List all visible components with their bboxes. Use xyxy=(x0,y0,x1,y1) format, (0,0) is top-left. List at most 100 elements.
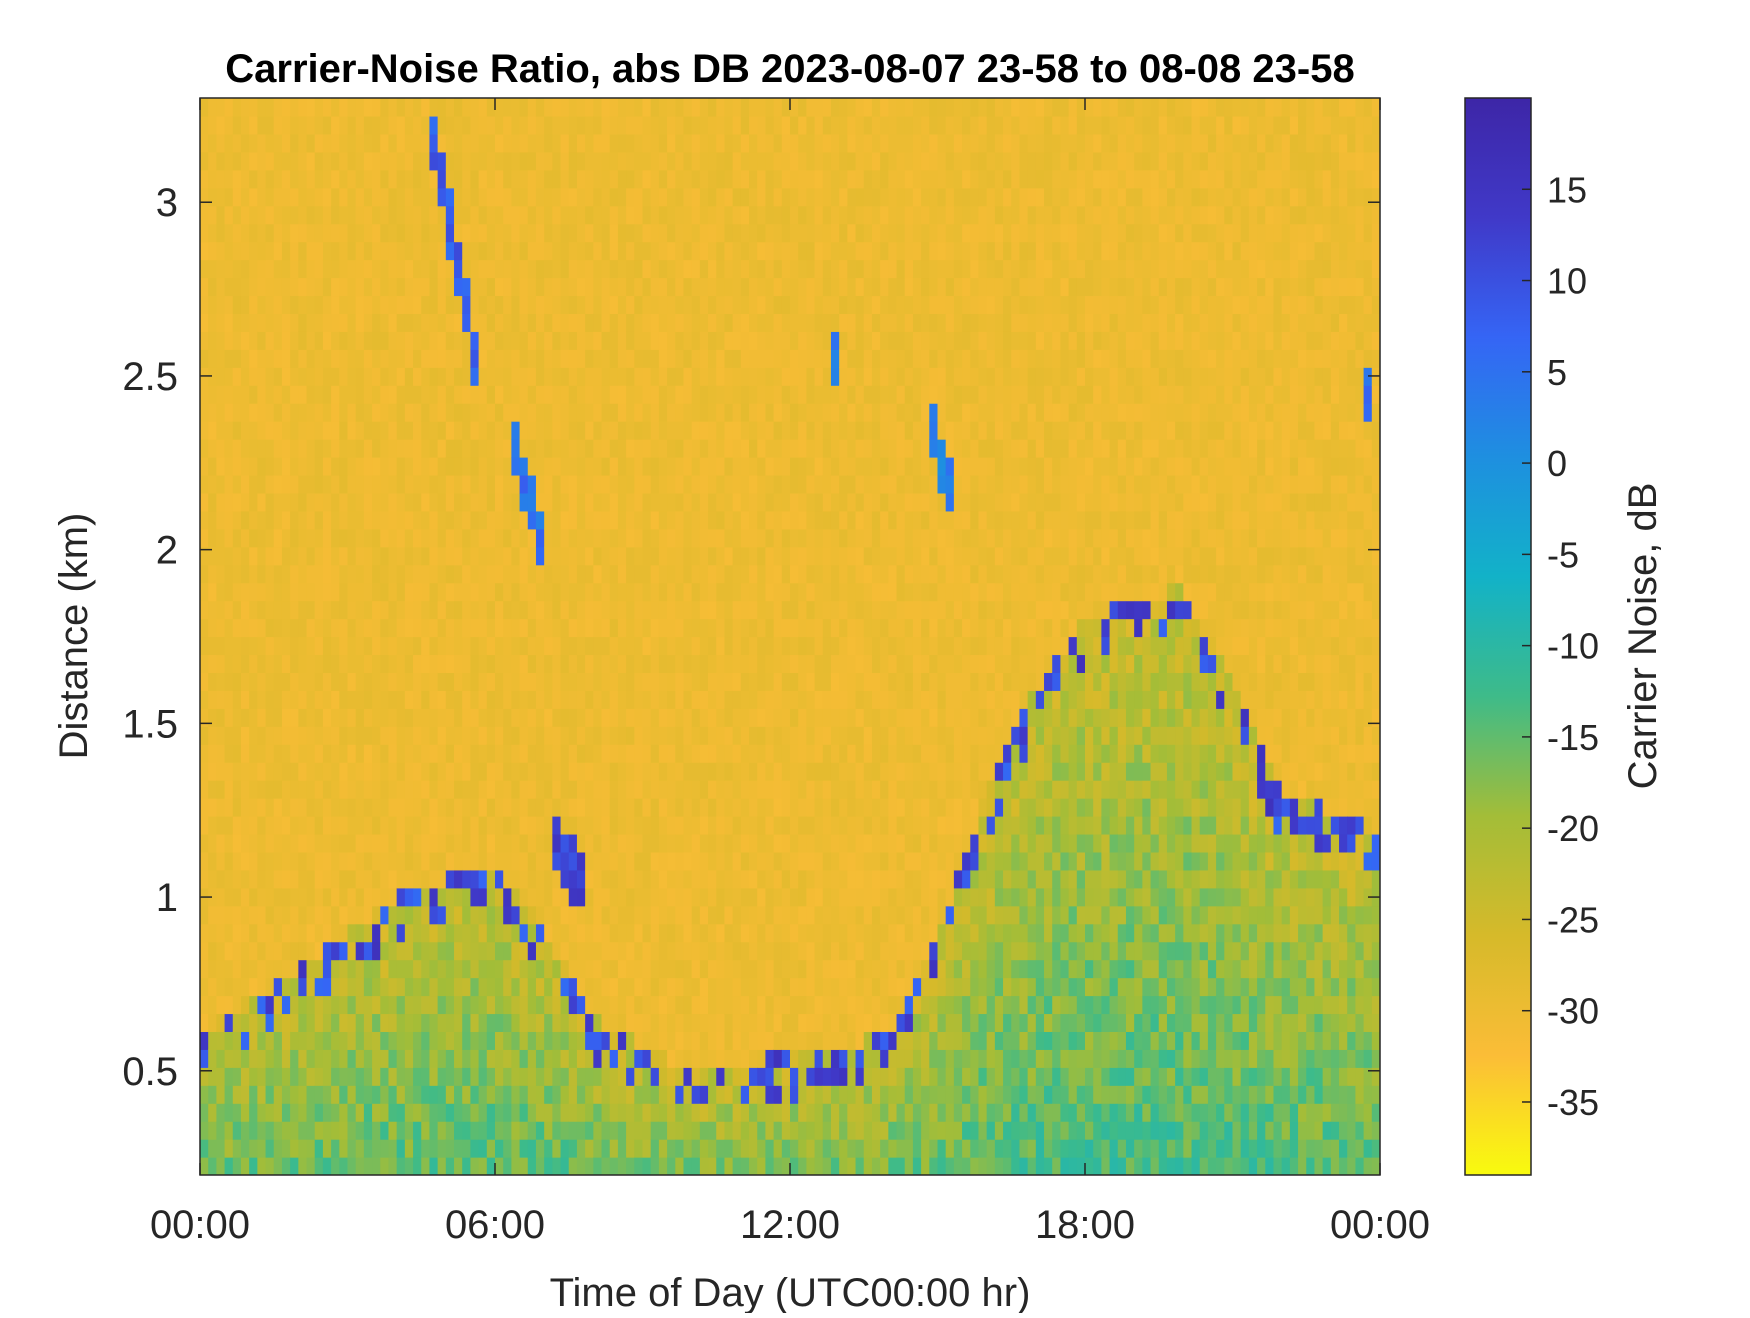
heatmap-cell xyxy=(339,654,349,673)
heatmap-cell xyxy=(642,1067,652,1086)
heatmap-cell xyxy=(716,833,726,853)
heatmap-cell xyxy=(576,564,586,584)
heatmap-cell xyxy=(544,618,553,638)
heatmap-cell xyxy=(667,798,676,817)
heatmap-cell xyxy=(798,205,807,225)
heatmap-cell xyxy=(871,1121,881,1140)
heatmap-cell xyxy=(388,331,398,350)
heatmap-cell xyxy=(216,1157,226,1175)
heatmap-cell xyxy=(306,492,316,512)
heatmap-cell xyxy=(273,798,283,817)
heatmap-cell xyxy=(322,1085,332,1104)
heatmap-cell xyxy=(790,851,799,871)
heatmap-cell xyxy=(683,115,693,135)
heatmap-cell xyxy=(429,331,439,350)
heatmap-cell xyxy=(691,995,701,1015)
heatmap-cell xyxy=(396,403,406,422)
heatmap-cell xyxy=(437,241,447,261)
heatmap-cell xyxy=(544,851,553,871)
heatmap-cell xyxy=(437,492,447,512)
heatmap-cell xyxy=(380,816,390,835)
heatmap-cell xyxy=(544,762,553,781)
heatmap-cell xyxy=(224,977,234,997)
heatmap-cell xyxy=(224,403,234,422)
heatmap-cell xyxy=(749,995,758,1015)
heatmap-cell xyxy=(781,941,791,961)
heatmap-cell xyxy=(388,385,398,404)
heatmap-cell xyxy=(798,331,807,350)
heatmap-cell xyxy=(265,457,275,476)
heatmap-cell xyxy=(667,618,676,638)
heatmap-cell xyxy=(568,833,578,853)
heatmap-cell xyxy=(290,367,299,386)
heatmap-cell xyxy=(495,654,504,673)
heatmap-cell xyxy=(765,331,775,350)
heatmap-cell xyxy=(273,295,283,314)
heatmap-cell xyxy=(675,259,685,279)
heatmap-cell xyxy=(814,421,824,440)
heatmap-cell xyxy=(454,833,463,853)
heatmap-cell xyxy=(503,600,512,620)
heatmap-cell xyxy=(421,762,431,781)
heatmap-cell xyxy=(658,98,668,117)
heatmap-cell xyxy=(224,241,234,261)
heatmap-cell xyxy=(585,313,594,332)
heatmap-cell xyxy=(396,905,406,925)
heatmap-cell xyxy=(281,223,291,243)
heatmap-cell xyxy=(298,851,308,871)
heatmap-cell xyxy=(691,923,701,943)
heatmap-cell xyxy=(749,98,758,117)
heatmap-cell xyxy=(535,1085,545,1104)
heatmap-cell xyxy=(790,995,799,1015)
heatmap-cell xyxy=(535,654,545,673)
heatmap-cell xyxy=(642,528,652,548)
heatmap-cell xyxy=(667,887,676,907)
heatmap-cell xyxy=(576,851,586,871)
heatmap-cell xyxy=(544,510,553,530)
heatmap-cell xyxy=(454,403,463,422)
heatmap-cell xyxy=(478,277,488,297)
heatmap-cell xyxy=(322,564,332,584)
heatmap-cell xyxy=(413,887,422,907)
heatmap-cell xyxy=(642,887,652,907)
heatmap-cell xyxy=(650,1067,660,1086)
heatmap-cell xyxy=(757,277,767,297)
heatmap-cell xyxy=(847,510,857,530)
heatmap-cell xyxy=(617,546,627,566)
heatmap-cell xyxy=(863,474,873,494)
heatmap-cell xyxy=(749,618,758,638)
heatmap-cell xyxy=(265,744,275,763)
heatmap-cell xyxy=(306,762,316,781)
heatmap-cell xyxy=(609,582,619,602)
heatmap-cell xyxy=(847,977,857,997)
heatmap-cell xyxy=(503,313,512,332)
heatmap-cell xyxy=(773,851,783,871)
heatmap-cell xyxy=(380,1103,390,1122)
heatmap-cell xyxy=(249,115,258,135)
heatmap-cell xyxy=(290,833,299,853)
heatmap-cell xyxy=(576,762,586,781)
heatmap-cell xyxy=(298,1031,308,1050)
heatmap-cell xyxy=(691,1031,701,1050)
heatmap-cell xyxy=(765,205,775,225)
heatmap-cell xyxy=(830,995,840,1015)
heatmap-cell xyxy=(544,492,553,512)
heatmap-cell xyxy=(781,995,791,1015)
heatmap-cell xyxy=(757,187,767,207)
heatmap-cell xyxy=(331,726,340,745)
heatmap-cell xyxy=(298,205,308,225)
heatmap-cell xyxy=(814,474,824,494)
heatmap-cell xyxy=(716,1157,726,1175)
heatmap-cell xyxy=(454,385,463,404)
heatmap-cell xyxy=(240,582,250,602)
heatmap-cell xyxy=(773,887,783,907)
heatmap-cell xyxy=(388,1085,398,1104)
heatmap-cell xyxy=(552,474,562,494)
heatmap-cell xyxy=(708,1085,717,1104)
heatmap-cell xyxy=(306,995,316,1015)
heatmap-cell xyxy=(568,798,578,817)
heatmap-cell xyxy=(699,385,709,404)
heatmap-cell xyxy=(699,744,709,763)
heatmap-cell xyxy=(839,977,848,997)
heatmap-cell xyxy=(781,528,791,548)
